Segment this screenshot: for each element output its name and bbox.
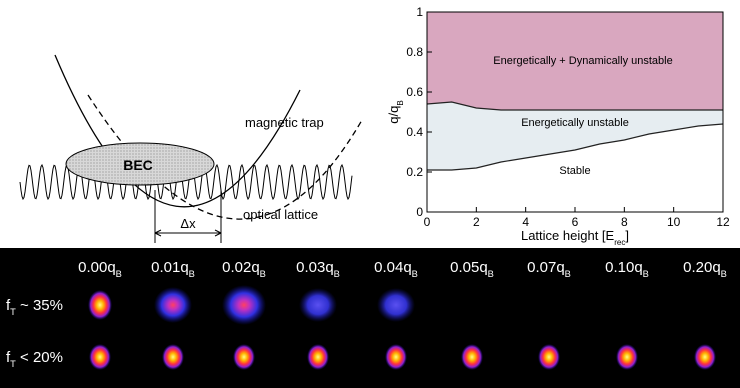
x-axis-label-part: rec xyxy=(614,238,625,247)
x-tick-label: 2 xyxy=(473,215,480,229)
column-label: 0.01qB xyxy=(151,259,195,279)
x-tick-label: 0 xyxy=(424,215,431,229)
atom-cloud xyxy=(88,290,112,320)
atom-cloud xyxy=(299,288,337,322)
column-label-part: 0.03q xyxy=(296,259,334,276)
column-label: 0.05qB xyxy=(450,259,494,279)
column-label-part: 0.02q xyxy=(222,259,260,276)
column-label: 0.07qB xyxy=(527,259,571,279)
bec-label: BEC xyxy=(123,157,153,173)
column-label-part: B xyxy=(260,269,266,279)
row-label-part: T xyxy=(10,307,16,317)
atom-cloud xyxy=(461,344,483,370)
column-label-part: 0.20q xyxy=(683,259,721,276)
region-label: Energetically unstable xyxy=(521,117,629,129)
row-label: fT ~ 35% xyxy=(6,297,63,317)
x-axis-label-part: ] xyxy=(625,228,629,243)
stability-chart: 0 2 4 6 8 10 12 0 0.2 0.4 0.6 0.8 1 Lattice height [E… xyxy=(386,5,730,247)
column-label-part: B xyxy=(334,269,340,279)
column-label-part: 0.01q xyxy=(151,259,189,276)
atom-cloud xyxy=(377,288,415,322)
trap-diagram: BEC magnetic trap optical lattice Δx xyxy=(19,54,363,243)
column-label-part: B xyxy=(488,269,494,279)
x-tick-label: 6 xyxy=(572,215,579,229)
row-label-part: < 20% xyxy=(16,349,63,366)
atom-cloud xyxy=(89,344,111,370)
column-label: 0.02qB xyxy=(222,259,266,279)
column-label-part: 0.05q xyxy=(450,259,488,276)
column-label: 0.03qB xyxy=(296,259,340,279)
column-label-part: B xyxy=(412,269,418,279)
y-tick-label: 0.8 xyxy=(406,45,423,59)
atom-cloud xyxy=(222,285,266,325)
lattice-label: optical lattice xyxy=(243,207,318,222)
boundary-line xyxy=(427,123,724,171)
column-label-part: B xyxy=(643,269,649,279)
row-label: fT < 20% xyxy=(6,349,63,369)
trap-parabola xyxy=(54,54,301,208)
column-label-part: 0.10q xyxy=(605,259,643,276)
column-label: 0.00qB xyxy=(78,259,122,279)
region xyxy=(427,12,723,110)
trap-label: magnetic trap xyxy=(245,115,324,130)
x-tick-label: 12 xyxy=(716,215,730,229)
atom-cloud xyxy=(307,344,329,370)
atom-cloud xyxy=(694,344,716,370)
region-label: Energetically + Dynamically unstable xyxy=(493,55,672,67)
row-label-part: f xyxy=(6,349,11,366)
atom-cloud xyxy=(162,344,184,370)
column-label-part: B xyxy=(189,269,195,279)
y-axis-label-part: B xyxy=(396,100,405,105)
boundary-line xyxy=(426,101,723,111)
x-tick-label: 10 xyxy=(667,215,681,229)
x-axis-label-part: Lattice height [E xyxy=(521,228,615,243)
atom-cloud xyxy=(385,344,407,370)
x-axis-label: Lattice height [Erec] xyxy=(521,228,629,247)
column-label-part: B xyxy=(565,269,571,279)
column-label-part: B xyxy=(116,269,122,279)
atom-cloud xyxy=(154,287,192,323)
y-tick-label: 0.4 xyxy=(406,125,423,139)
column-label: 0.20qB xyxy=(683,259,727,279)
y-axis-label: q/qB xyxy=(386,100,405,123)
x-tick-label: 8 xyxy=(621,215,628,229)
image-panel xyxy=(0,248,740,388)
row-label-part: f xyxy=(6,297,11,314)
column-label-part: 0.07q xyxy=(527,259,565,276)
column-label: 0.04qB xyxy=(374,259,418,279)
bec-cloud xyxy=(65,142,215,186)
column-label-part: 0.00q xyxy=(78,259,116,276)
y-tick-label: 0 xyxy=(416,205,423,219)
lattice-wave xyxy=(19,163,353,201)
column-label: 0.10qB xyxy=(605,259,649,279)
column-label-part: 0.04q xyxy=(374,259,412,276)
atom-cloud xyxy=(538,344,560,370)
y-tick-label: 1 xyxy=(416,5,423,19)
atom-cloud xyxy=(616,344,638,370)
region-label: Stable xyxy=(559,165,590,177)
atom-cloud xyxy=(233,344,255,370)
y-axis-label-part: q/q xyxy=(386,106,401,124)
x-tick-label: 4 xyxy=(522,215,529,229)
column-label-part: B xyxy=(721,269,727,279)
row-label-part: ~ 35% xyxy=(16,297,63,314)
region xyxy=(427,102,723,170)
y-tick-label: 0.2 xyxy=(406,165,423,179)
image-grid: 0.00qB 0.01qB 0.02qB 0.03qB 0.04qB 0.05qB 0.07… xyxy=(6,259,727,370)
shift-arrow xyxy=(154,229,222,237)
y-tick-label: 0.6 xyxy=(406,85,423,99)
shift-label: Δx xyxy=(180,216,196,231)
row-label-part: T xyxy=(10,359,16,369)
